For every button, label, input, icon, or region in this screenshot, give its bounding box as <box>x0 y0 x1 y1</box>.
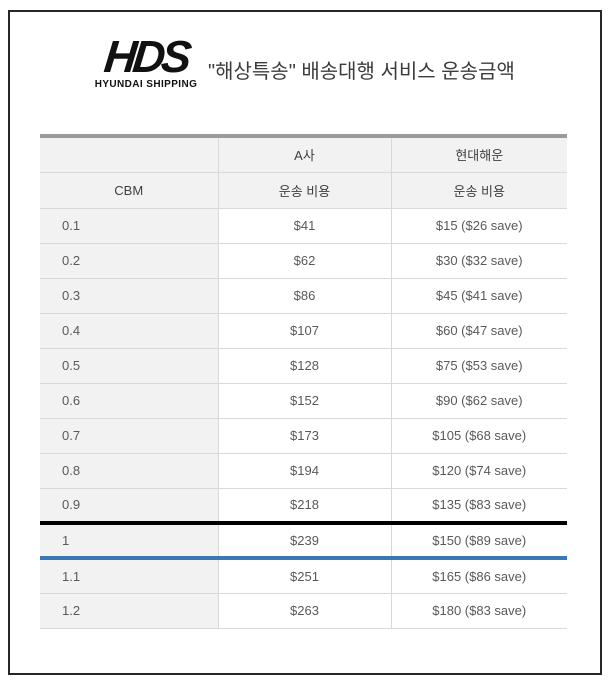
page-title: "해상특송" 배송대행 서비스 운송금액 <box>208 61 515 84</box>
header-cell-cbm: CBM <box>40 172 218 209</box>
cbm-cell: 0.2 <box>40 243 218 279</box>
cbm-cell: 1.1 <box>40 558 218 594</box>
a-cost-cell: $218 <box>217 488 391 524</box>
hds-cost-cell: $60 ($47 save) <box>390 313 567 349</box>
table-row: 0.5 $128 $75 ($53 save) <box>40 348 567 384</box>
cbm-cell: 0.4 <box>40 313 218 349</box>
cbm-cell: 0.9 <box>40 488 218 524</box>
table-row: 0.2 $62 $30 ($32 save) <box>40 243 567 279</box>
cbm-cell: 0.6 <box>40 383 218 419</box>
hds-cost-cell: $105 ($68 save) <box>390 418 567 454</box>
pricing-table: A사 현대해운 CBM 운송 비용 운송 비용 0.1 $41 $15 ($26 s… <box>40 134 567 629</box>
page-frame: HDS HYUNDAI SHIPPING "해상특송" 배송대행 서비스 운송금… <box>8 10 602 675</box>
table-row: 0.6 $152 $90 ($62 save) <box>40 383 567 419</box>
cbm-cell: 0.1 <box>40 208 218 244</box>
company-header-row: A사 현대해운 <box>40 136 567 173</box>
a-cost-cell: $41 <box>217 208 391 244</box>
header-cell-hds-cost: 운송 비용 <box>390 172 567 209</box>
a-cost-cell: $86 <box>217 278 391 314</box>
table-row: 0.3 $86 $45 ($41 save) <box>40 278 567 314</box>
hds-logo-text: HDS <box>101 31 191 82</box>
pricing-table-head: A사 현대해운 CBM 운송 비용 운송 비용 <box>40 136 567 209</box>
column-header-row: CBM 운송 비용 운송 비용 <box>40 172 567 209</box>
hds-cost-cell: $150 ($89 save) <box>390 523 567 559</box>
a-cost-cell: $194 <box>217 453 391 489</box>
a-cost-cell: $263 <box>217 593 391 629</box>
hds-cost-cell: $45 ($41 save) <box>390 278 567 314</box>
table-row: 0.8 $194 $120 ($74 save) <box>40 453 567 489</box>
hds-cost-cell: $120 ($74 save) <box>390 453 567 489</box>
a-cost-cell: $251 <box>217 558 391 594</box>
a-cost-cell: $62 <box>217 243 391 279</box>
hds-cost-cell: $180 ($83 save) <box>390 593 567 629</box>
table-row: 1.2 $263 $180 ($83 save) <box>40 593 567 629</box>
table-row: 0.9 $218 $135 ($83 save) <box>40 488 567 524</box>
hds-cost-cell: $90 ($62 save) <box>390 383 567 419</box>
a-cost-cell: $152 <box>217 383 391 419</box>
cbm-cell: 0.8 <box>40 453 218 489</box>
a-cost-cell: $128 <box>217 348 391 384</box>
cbm-cell: 0.7 <box>40 418 218 454</box>
hds-cost-cell: $135 ($83 save) <box>390 488 567 524</box>
cbm-cell: 1 <box>40 523 218 559</box>
table-row: 0.4 $107 $60 ($47 save) <box>40 313 567 349</box>
a-cost-cell: $239 <box>217 523 391 559</box>
header-cell-empty <box>40 136 218 173</box>
table-row: 1 $239 $150 ($89 save) <box>40 523 567 559</box>
pricing-table-body: 0.1 $41 $15 ($26 save) 0.2 $62 $30 ($32 save)… <box>40 208 567 629</box>
cbm-cell: 0.3 <box>40 278 218 314</box>
hds-cost-cell: $75 ($53 save) <box>390 348 567 384</box>
table-row: 0.7 $173 $105 ($68 save) <box>40 418 567 454</box>
hds-cost-cell: $30 ($32 save) <box>390 243 567 279</box>
hds-cost-cell: $165 ($86 save) <box>390 558 567 594</box>
table-row: 1.1 $251 $165 ($86 save) <box>40 558 567 594</box>
hds-cost-cell: $15 ($26 save) <box>390 208 567 244</box>
a-cost-cell: $173 <box>217 418 391 454</box>
header-cell-hyundai: 현대해운 <box>390 136 567 173</box>
cbm-cell: 1.2 <box>40 593 218 629</box>
hds-logo: HDS HYUNDAI SHIPPING <box>92 31 200 91</box>
cbm-cell: 0.5 <box>40 348 218 384</box>
a-cost-cell: $107 <box>217 313 391 349</box>
header-cell-a-cost: 운송 비용 <box>217 172 391 209</box>
hds-logo-subtext: HYUNDAI SHIPPING <box>94 79 198 91</box>
page-header: HDS HYUNDAI SHIPPING "해상특송" 배송대행 서비스 운송금… <box>92 31 515 91</box>
table-row: 0.1 $41 $15 ($26 save) <box>40 208 567 244</box>
header-cell-company-a: A사 <box>217 136 391 173</box>
